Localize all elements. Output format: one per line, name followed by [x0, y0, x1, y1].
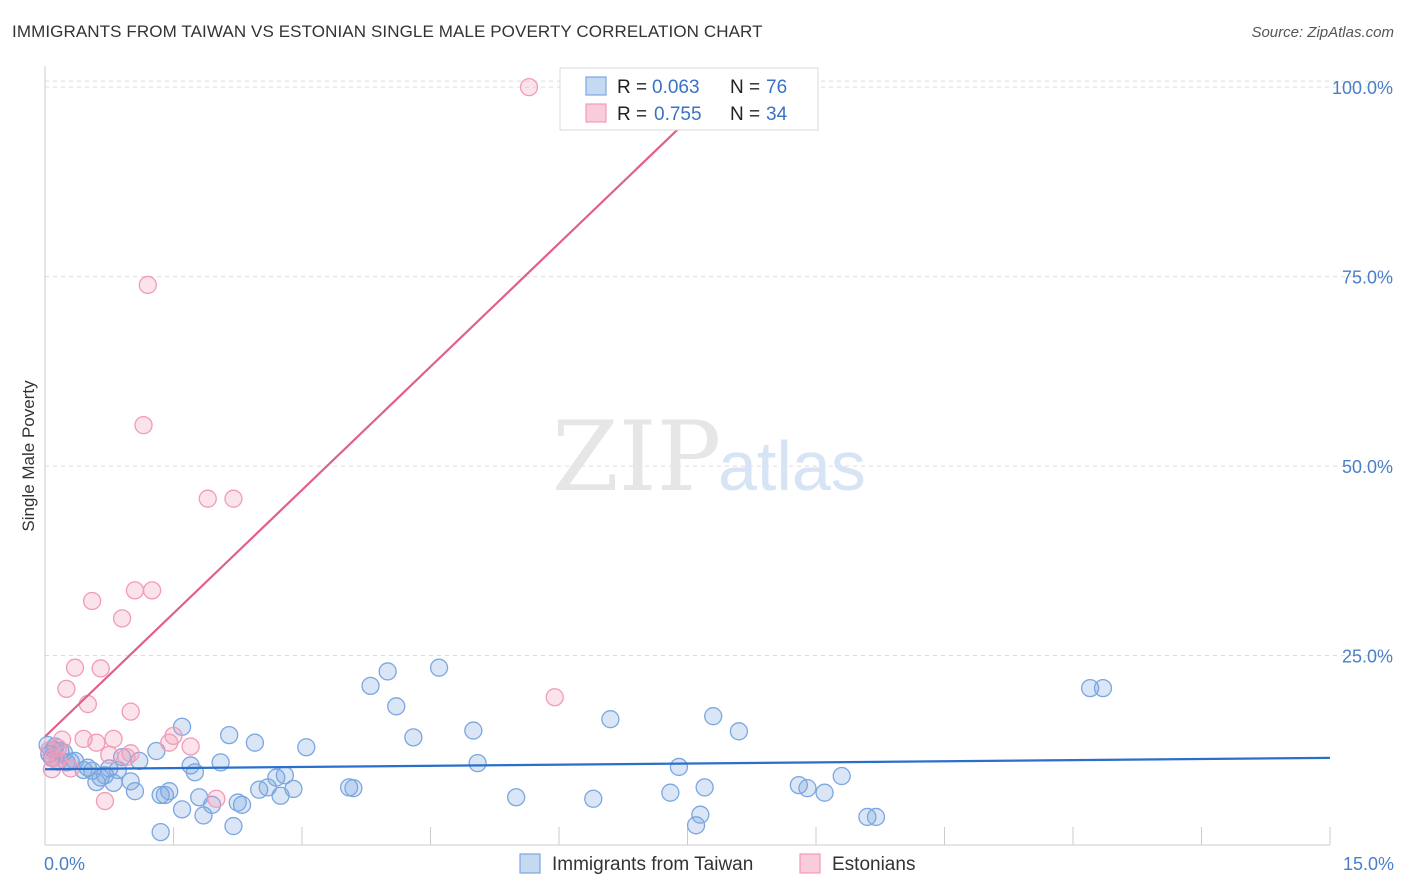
point-taiwan-55 — [584, 789, 603, 808]
point-taiwan-24 — [147, 741, 166, 761]
legend-n-value-1: 76 — [766, 77, 787, 98]
point-estonians-18 — [121, 702, 140, 721]
legend-swatch-estonians — [585, 103, 607, 123]
y-axis-label: Single Male Poverty — [19, 380, 38, 532]
point-taiwan-63 — [729, 722, 749, 741]
point-estonians-29 — [545, 688, 564, 707]
point-estonians-19 — [125, 581, 145, 600]
point-estonians-4 — [52, 730, 72, 749]
point-taiwan-50 — [378, 662, 397, 681]
point-estonians-9 — [78, 694, 97, 714]
point-taiwan-28 — [172, 800, 192, 819]
point-estonians-12 — [91, 659, 110, 678]
point-taiwan-59 — [686, 816, 706, 835]
point-taiwan-54 — [507, 788, 526, 807]
data-points — [38, 78, 1113, 842]
bottom-legend-swatch-taiwan — [519, 853, 541, 874]
point-taiwan-21 — [121, 772, 140, 791]
watermark-atlas: atlas — [718, 427, 866, 505]
bottom-legend-label-estonians: Estonians — [832, 854, 915, 875]
point-estonians-7 — [65, 658, 85, 677]
point-estonians-11 — [87, 733, 106, 752]
legend-r-label-2: R = — [617, 104, 647, 125]
point-taiwan-43 — [284, 779, 303, 799]
legend-r-value-1: 0.063 — [652, 77, 700, 98]
trend-line-taiwan — [44, 756, 1331, 771]
bottom-legend-swatch-estonians — [799, 853, 821, 874]
point-taiwan-58 — [669, 757, 689, 777]
y-tick-label-0: 25.0% — [1342, 647, 1393, 667]
point-taiwan-51 — [429, 658, 449, 677]
legend-box: R = 0.063 N = 76 R = 0.755 N = 34 — [559, 67, 819, 131]
point-estonians-31 — [181, 737, 200, 756]
point-estonians-20 — [134, 416, 153, 435]
point-taiwan-62 — [704, 707, 723, 726]
point-taiwan-48 — [404, 728, 423, 747]
point-taiwan-56 — [601, 710, 620, 729]
trend-lines — [44, 86, 1331, 771]
source-label: Source: ZipAtlas.com — [1251, 24, 1394, 41]
point-taiwan-27 — [160, 782, 179, 801]
y-tick-label-2: 75.0% — [1342, 268, 1393, 288]
watermark-zip: ZIP — [552, 401, 721, 513]
legend-r-label-1: R = — [617, 77, 647, 98]
point-taiwan-61 — [695, 778, 714, 797]
point-taiwan-75 — [151, 822, 170, 842]
point-taiwan-53 — [468, 754, 487, 773]
legend-swatch-taiwan — [585, 76, 607, 96]
watermark: ZIP atlas — [552, 401, 866, 513]
point-taiwan-70 — [1080, 678, 1100, 698]
point-estonians-15 — [104, 729, 123, 749]
legend-n-label-2: N = — [730, 104, 760, 125]
point-estonians-28 — [519, 78, 539, 97]
point-taiwan-66 — [815, 783, 834, 802]
point-taiwan-37 — [232, 795, 252, 814]
point-estonians-25 — [198, 489, 217, 508]
point-estonians-22 — [142, 581, 162, 600]
point-taiwan-65 — [798, 779, 817, 798]
point-taiwan-22 — [125, 782, 145, 801]
bottom-legend: Immigrants from Taiwan Estonians — [519, 853, 915, 875]
trend-line-estonians — [44, 86, 723, 738]
point-taiwan-35 — [224, 816, 243, 836]
y-tick-label-3: 100.0% — [1332, 78, 1393, 98]
point-taiwan-30 — [185, 763, 205, 782]
point-taiwan-69 — [866, 807, 886, 827]
point-taiwan-52 — [464, 721, 483, 740]
chart-title: IMMIGRANTS FROM TAIWAN VS ESTONIAN SINGL… — [12, 22, 763, 41]
point-estonians-21 — [138, 275, 157, 295]
point-taiwan-46 — [344, 779, 363, 798]
grid-lines — [45, 80, 1390, 657]
legend-n-label-1: N = — [730, 77, 760, 98]
point-estonians-24 — [164, 726, 183, 746]
point-taiwan-71 — [1093, 678, 1113, 698]
point-estonians-33 — [48, 750, 67, 770]
point-estonians-14 — [100, 745, 119, 764]
point-estonians-5 — [57, 679, 76, 699]
point-taiwan-44 — [297, 738, 316, 757]
point-taiwan-60 — [691, 805, 710, 824]
axes — [44, 66, 1331, 846]
point-estonians-16 — [112, 609, 132, 628]
point-taiwan-67 — [832, 766, 851, 786]
legend-r-value-2: 0.755 — [654, 104, 702, 125]
legend-n-value-2: 34 — [766, 104, 788, 125]
point-estonians-26 — [207, 789, 226, 808]
x-tick-label-0: 0.0% — [44, 854, 85, 874]
x-tick-label-1: 15.0% — [1343, 854, 1394, 874]
point-taiwan-49 — [387, 697, 406, 716]
point-estonians-10 — [82, 591, 102, 611]
point-taiwan-73 — [220, 725, 239, 745]
bottom-legend-label-taiwan: Immigrants from Taiwan — [552, 854, 753, 875]
point-taiwan-57 — [661, 783, 680, 802]
y-tick-label-1: 50.0% — [1342, 457, 1393, 477]
point-taiwan-74 — [245, 733, 265, 752]
point-taiwan-47 — [361, 676, 380, 696]
tick-labels: 25.0% 50.0% 75.0% 100.0% 0.0% 15.0% — [44, 78, 1394, 874]
point-estonians-13 — [95, 791, 115, 811]
point-estonians-32 — [121, 744, 140, 763]
point-estonians-27 — [224, 489, 243, 508]
